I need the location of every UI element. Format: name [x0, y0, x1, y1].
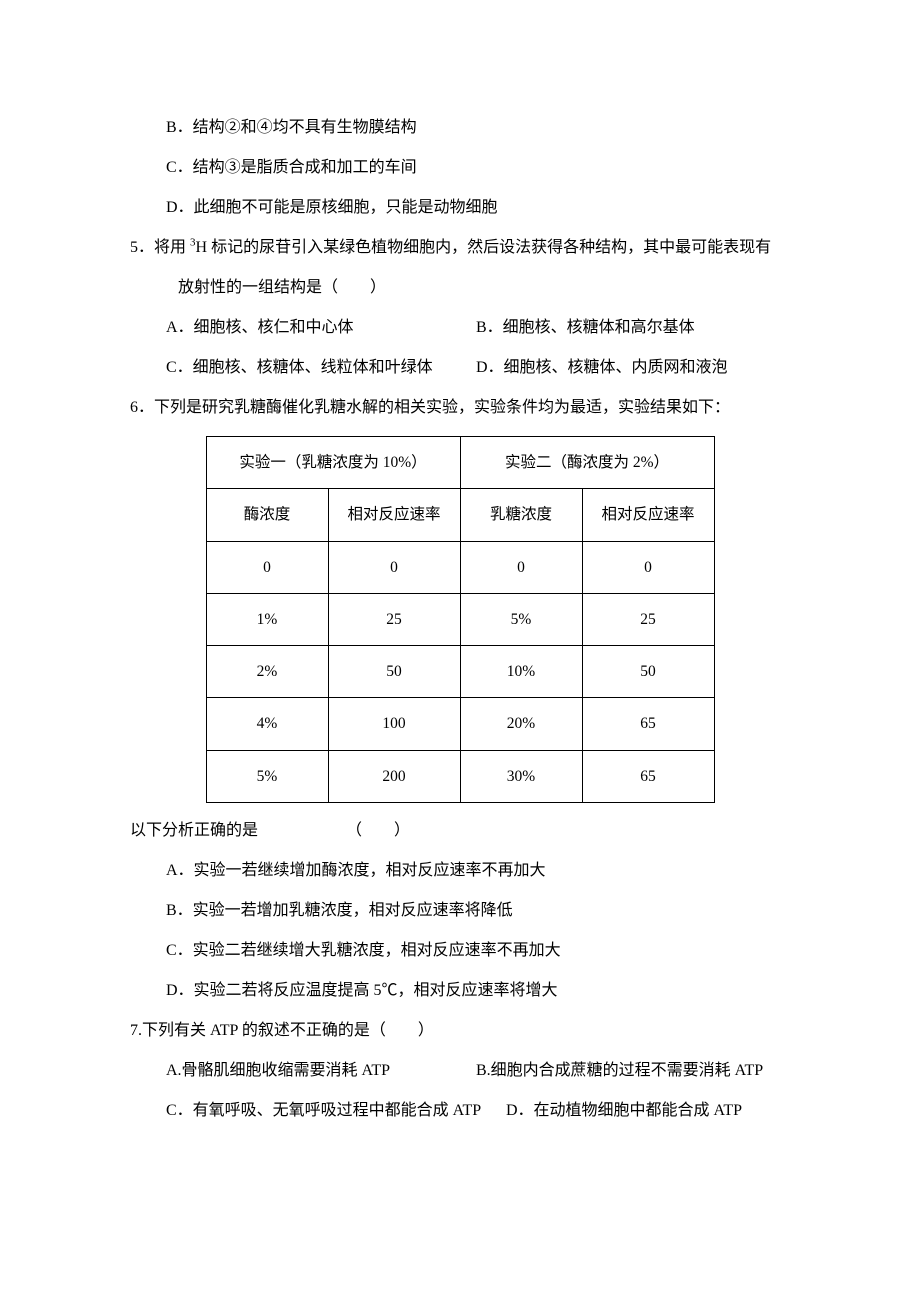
- q6-option-b: B．实验一若增加乳糖浓度，相对反应速率将降低: [166, 899, 790, 923]
- q6-table-head-row1: 实验一（乳糖浓度为 10%） 实验二（酶浓度为 2%）: [206, 437, 714, 489]
- table-cell: 50: [582, 646, 714, 698]
- q6-table-group1-head: 实验一（乳糖浓度为 10%）: [206, 437, 460, 489]
- q6-table-head-row2: 酶浓度 相对反应速率 乳糖浓度 相对反应速率: [206, 489, 714, 541]
- table-cell: 10%: [460, 646, 582, 698]
- q7-option-b: B.细胞内合成蔗糖的过程不需要消耗 ATP: [476, 1059, 790, 1083]
- q4-option-c: C．结构③是脂质合成和加工的车间: [166, 156, 790, 180]
- table-cell: 50: [328, 646, 460, 698]
- q4-option-b: B．结构②和④均不具有生物膜结构: [166, 116, 790, 140]
- q7-option-a: A.骨骼肌细胞收缩需要消耗 ATP: [166, 1059, 476, 1083]
- q7-option-c: C．有氧呼吸、无氧呼吸过程中都能合成 ATP: [166, 1099, 506, 1123]
- table-cell: 0: [582, 541, 714, 593]
- q5-option-b: B．细胞核、核糖体和高尔基体: [476, 316, 790, 340]
- q7-option-d: D．在动植物细胞中都能合成 ATP: [506, 1099, 790, 1123]
- q6-stem: 6．下列是研究乳糖酶催化乳糖水解的相关实验，实验条件均为最适，实验结果如下：: [130, 396, 790, 420]
- table-row: 4%10020%65: [206, 698, 714, 750]
- q5-stem-line2: 放射性的一组结构是（ ）: [178, 276, 790, 300]
- q5-stem-pre: 5．将用: [130, 239, 190, 256]
- table-row: 2%5010%50: [206, 646, 714, 698]
- table-cell: 20%: [460, 698, 582, 750]
- table-cell: 5%: [206, 750, 328, 802]
- q5-stem-post: H 标记的尿苷引入某绿色植物细胞内，然后设法获得各种结构，其中最可能表现有: [196, 239, 772, 256]
- q5-option-a: A．细胞核、核仁和中心体: [166, 316, 476, 340]
- q4-option-d: D．此细胞不可能是原核细胞，只能是动物细胞: [166, 196, 790, 220]
- table-cell: 1%: [206, 593, 328, 645]
- q5-stem: 5．将用 3H 标记的尿苷引入某绿色植物细胞内，然后设法获得各种结构，其中最可能…: [130, 236, 790, 260]
- q6-table-body: 00001%255%252%5010%504%10020%655%20030%6…: [206, 541, 714, 802]
- q7-options-row2: C．有氧呼吸、无氧呼吸过程中都能合成 ATP D．在动植物细胞中都能合成 ATP: [166, 1099, 790, 1123]
- table-cell: 25: [328, 593, 460, 645]
- table-cell: 30%: [460, 750, 582, 802]
- q6-table-group2-head: 实验二（酶浓度为 2%）: [460, 437, 714, 489]
- table-cell: 200: [328, 750, 460, 802]
- q6-table-subhead-2: 乳糖浓度: [460, 489, 582, 541]
- q5-option-c: C．细胞核、核糖体、线粒体和叶绿体: [166, 356, 476, 380]
- table-row: 5%20030%65: [206, 750, 714, 802]
- q5-options-row2: C．细胞核、核糖体、线粒体和叶绿体 D．细胞核、核糖体、内质网和液泡: [166, 356, 790, 380]
- table-cell: 65: [582, 750, 714, 802]
- table-cell: 25: [582, 593, 714, 645]
- table-row: 0000: [206, 541, 714, 593]
- q6-table: 实验一（乳糖浓度为 10%） 实验二（酶浓度为 2%） 酶浓度 相对反应速率 乳…: [206, 436, 715, 803]
- q6-option-c: C．实验二若继续增大乳糖浓度，相对反应速率不再加大: [166, 939, 790, 963]
- table-cell: 100: [328, 698, 460, 750]
- q7-stem: 7.下列有关 ATP 的叙述不正确的是（ ）: [130, 1019, 790, 1043]
- q6-table-subhead-0: 酶浓度: [206, 489, 328, 541]
- table-cell: 0: [328, 541, 460, 593]
- q7-options-row1: A.骨骼肌细胞收缩需要消耗 ATP B.细胞内合成蔗糖的过程不需要消耗 ATP: [166, 1059, 790, 1083]
- q5-option-d: D．细胞核、核糖体、内质网和液泡: [476, 356, 790, 380]
- table-cell: 65: [582, 698, 714, 750]
- table-cell: 5%: [460, 593, 582, 645]
- q6-table-subhead-3: 相对反应速率: [582, 489, 714, 541]
- table-cell: 0: [460, 541, 582, 593]
- q6-option-a: A．实验一若继续增加酶浓度，相对反应速率不再加大: [166, 859, 790, 883]
- q6-option-d: D．实验二若将反应温度提高 5℃，相对反应速率将增大: [166, 979, 790, 1003]
- q5-options-row1: A．细胞核、核仁和中心体 B．细胞核、核糖体和高尔基体: [166, 316, 790, 340]
- q6-table-subhead-1: 相对反应速率: [328, 489, 460, 541]
- table-row: 1%255%25: [206, 593, 714, 645]
- table-cell: 0: [206, 541, 328, 593]
- table-cell: 4%: [206, 698, 328, 750]
- q6-analysis-label: 以下分析正确的是 （ ）: [130, 819, 790, 843]
- table-cell: 2%: [206, 646, 328, 698]
